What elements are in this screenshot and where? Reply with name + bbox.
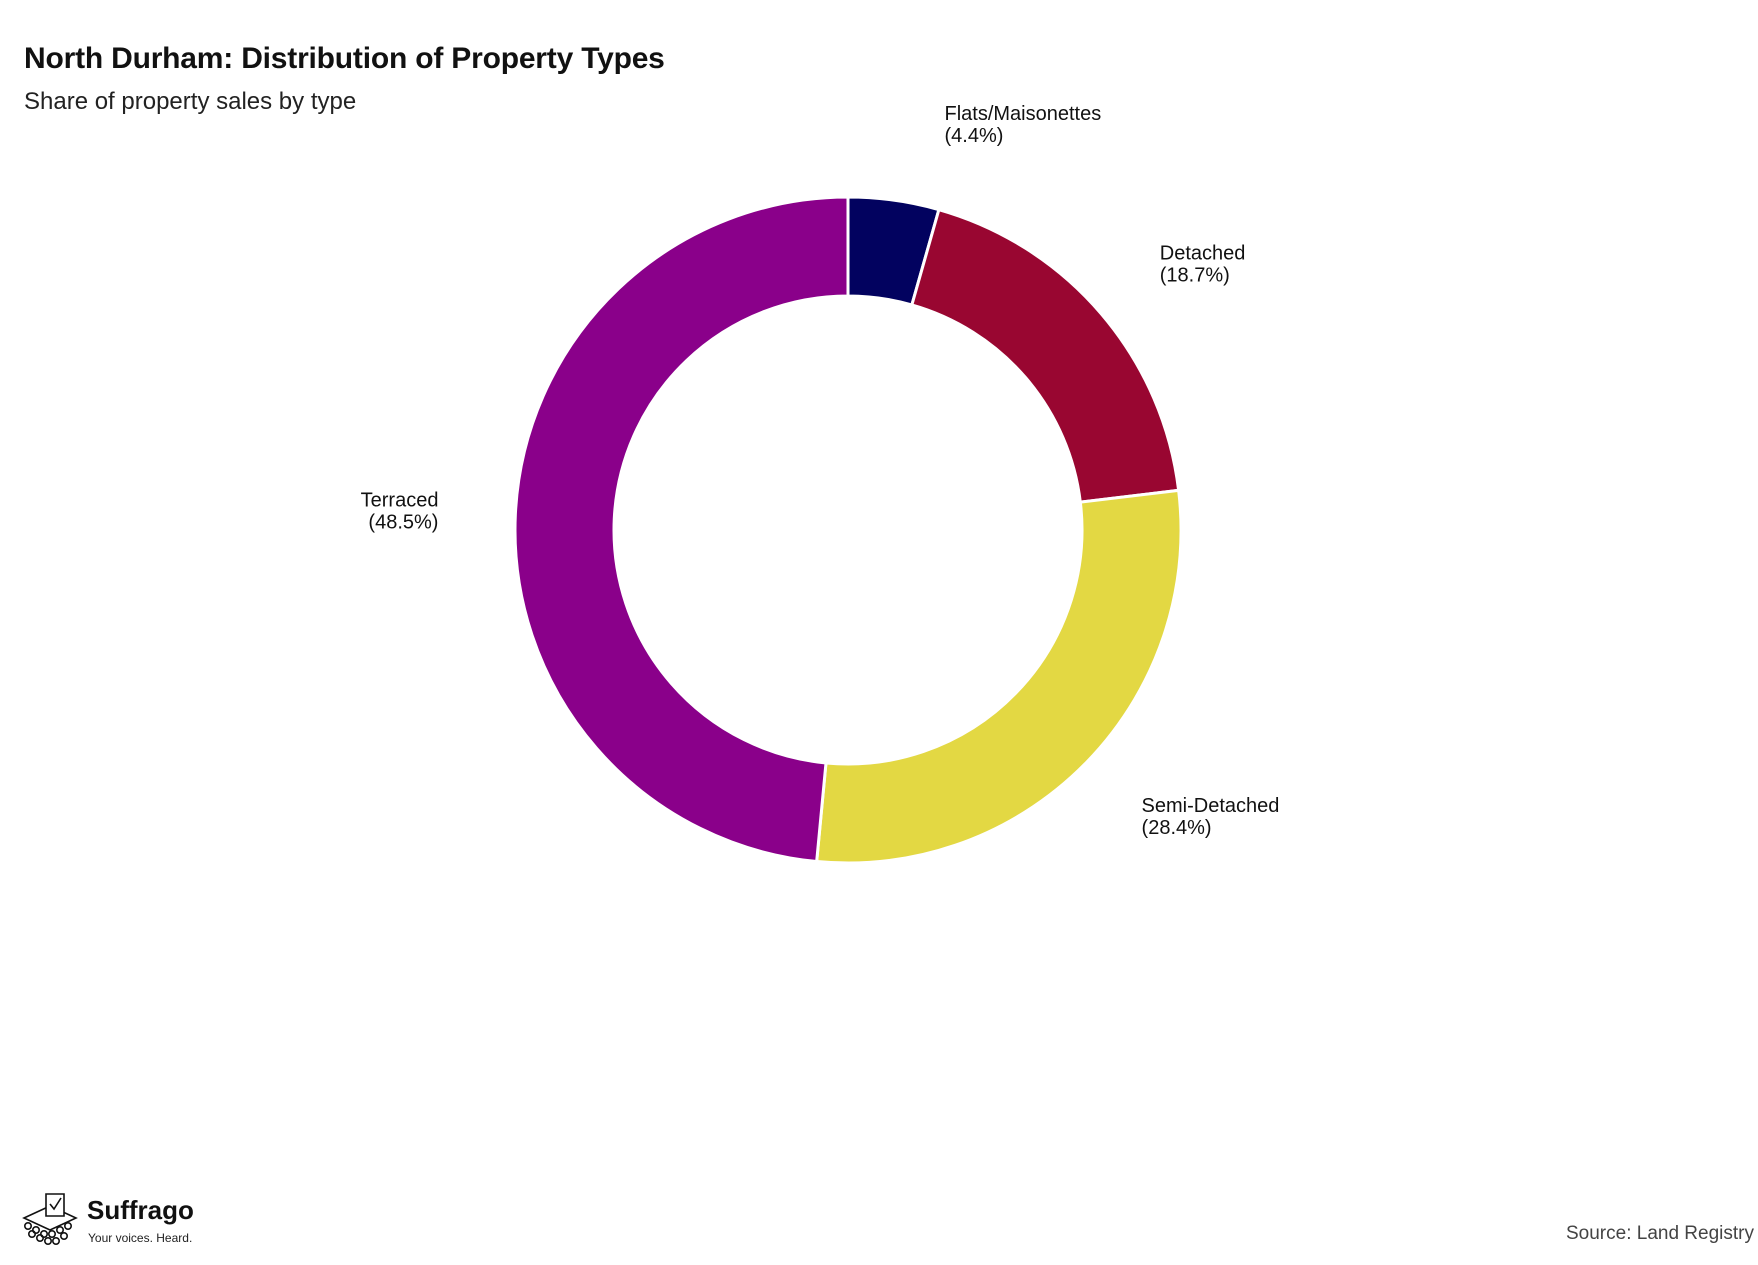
logo-tagline: Your voices. Heard. xyxy=(88,1231,193,1245)
logo-name: Suffrago xyxy=(87,1195,194,1225)
slice-value-semi-detached: (28.4%) xyxy=(1142,817,1212,839)
slice-label-flats-maisonettes: Flats/Maisonettes xyxy=(944,103,1101,125)
slice-semi-detached[interactable] xyxy=(815,488,1183,865)
chart-subtitle: Share of property sales by type xyxy=(24,88,357,115)
chart-title: North Durham: Distribution of Property T… xyxy=(24,42,665,75)
slice-label-terraced: Terraced xyxy=(361,490,439,512)
donut-chart: Flats/Maisonettes(4.4%) Detached(18.7%) Se… xyxy=(361,103,1280,865)
slice-label-detached: Detached xyxy=(1160,243,1246,265)
slice-value-detached: (18.7%) xyxy=(1160,265,1230,287)
slice-value-terraced: (48.5%) xyxy=(368,512,438,534)
source-note: Source: Land Registry xyxy=(1566,1223,1754,1244)
slice-label-semi-detached: Semi-Detached xyxy=(1142,795,1280,817)
suffrago-logo-icon xyxy=(22,1193,78,1245)
slice-terraced[interactable] xyxy=(513,195,850,864)
slice-detached[interactable] xyxy=(910,207,1181,504)
slice-value-flats-maisonettes: (4.4%) xyxy=(944,125,1003,147)
